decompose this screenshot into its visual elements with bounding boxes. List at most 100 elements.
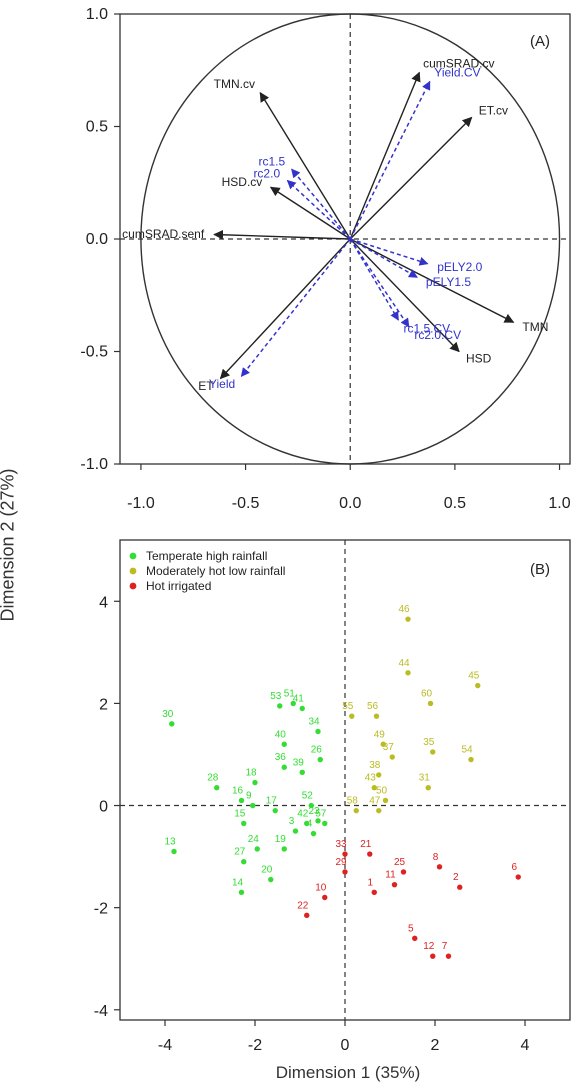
score-point <box>308 802 314 809</box>
score-point-label: 7 <box>442 941 448 952</box>
blue-loading-arrow <box>286 179 351 240</box>
score-point-label: 20 <box>261 865 273 876</box>
panel-b-y-tick-label: 2 <box>99 696 108 713</box>
score-point-label: 12 <box>423 941 435 952</box>
score-point <box>425 784 431 791</box>
score-point-label: 26 <box>311 745 323 756</box>
score-point <box>299 769 305 776</box>
score-point <box>281 846 287 852</box>
score-point-label: 58 <box>347 796 359 807</box>
loading-label: pELY2.0 <box>437 260 482 274</box>
score-point <box>277 703 283 709</box>
score-point-label: 53 <box>270 691 282 702</box>
loading-label: rc1.5 <box>259 155 286 169</box>
loading-label: rc2.0 <box>253 167 280 181</box>
panel-b-x-tick-label: 4 <box>521 1037 530 1054</box>
score-point-label: 43 <box>365 773 377 784</box>
score-point-label: 34 <box>308 716 320 727</box>
loading-label: cumSRAD.cv <box>423 56 494 70</box>
score-point-label: 18 <box>245 768 257 779</box>
score-point <box>281 764 287 770</box>
blue-loading-arrow <box>349 238 410 328</box>
score-point <box>250 802 256 809</box>
panel-b-y-tick-label: 4 <box>99 594 108 611</box>
loading-label: rc1.5.CV <box>403 322 450 336</box>
loading-label: ET <box>198 379 214 393</box>
score-point <box>371 784 377 791</box>
panel-a-x-tick-label: 0.0 <box>339 495 361 512</box>
legend-marker <box>129 567 137 575</box>
score-point <box>241 859 247 865</box>
score-point <box>353 807 359 814</box>
score-point-label: 8 <box>433 852 439 863</box>
score-point-label: 37 <box>383 742 395 753</box>
score-point <box>515 874 521 880</box>
loading-label: cumSRAD.senf <box>122 227 205 241</box>
x-axis-title: Dimension 1 (35%) <box>275 1063 421 1082</box>
panel-a-y-tick-label: -0.5 <box>80 344 108 361</box>
score-point-label: 55 <box>342 701 354 712</box>
score-point <box>389 754 395 760</box>
score-point <box>304 820 310 827</box>
score-point-label: 57 <box>315 808 327 819</box>
score-point <box>430 749 436 755</box>
score-point <box>342 869 348 875</box>
score-point <box>457 884 463 890</box>
score-point <box>400 869 407 875</box>
blue-loading-arrow <box>240 238 351 377</box>
score-point-label: 49 <box>374 729 386 740</box>
score-point <box>468 756 474 763</box>
score-point-label: 42 <box>297 808 309 819</box>
score-point-label: 24 <box>248 834 260 845</box>
score-point-label: 16 <box>232 785 244 796</box>
panel-b-x-tick-label: 0 <box>341 1037 350 1054</box>
panel-b-zero-lines <box>120 540 570 1020</box>
panel-a-y-tick-label: -1.0 <box>80 456 108 473</box>
black-loading-arrow <box>213 229 351 240</box>
score-point-label: 45 <box>468 671 480 682</box>
score-point-label: 51 <box>284 688 296 699</box>
score-point-label: 3 <box>289 816 295 827</box>
score-point <box>214 784 220 791</box>
blue-loading-arrow <box>349 238 400 321</box>
panel-a-y-tick-label: 1.0 <box>86 6 108 23</box>
score-point <box>376 772 382 778</box>
score-point-label: 25 <box>394 857 406 868</box>
score-point <box>252 779 258 786</box>
score-point-label: 39 <box>293 757 305 768</box>
score-point <box>169 721 175 727</box>
score-point <box>436 864 443 870</box>
score-point <box>290 700 296 707</box>
score-point <box>367 851 373 857</box>
score-point <box>322 820 328 827</box>
score-point <box>254 846 260 852</box>
panel-a-x-tick-label: 0.5 <box>444 495 466 512</box>
score-point-label: 27 <box>234 847 246 858</box>
score-point-label: 1 <box>367 877 373 888</box>
legend-entry: Hot irrigated <box>146 579 211 593</box>
score-point <box>391 881 398 888</box>
loading-label: TMN <box>522 320 548 334</box>
score-point <box>380 741 386 747</box>
panel-a-x-tick-label: -1.0 <box>127 495 155 512</box>
panel-a-x-tick-label: -0.5 <box>232 495 260 512</box>
black-loading-arrow <box>349 238 460 353</box>
panel-a-loading-arrows: TMN.cv cumSRAD.cv ET.cv HSD.cv cumSRAD.senf T… <box>122 56 548 393</box>
score-point-label: 10 <box>315 882 327 893</box>
score-point-label: 29 <box>335 857 347 868</box>
panel-b-y-tick-label: 0 <box>99 799 108 816</box>
score-point-label: 33 <box>335 839 347 850</box>
score-point-label: 14 <box>232 877 244 888</box>
score-point <box>317 756 323 763</box>
score-point <box>405 616 411 622</box>
score-point <box>371 889 377 896</box>
score-point <box>304 912 310 919</box>
score-point <box>272 807 278 814</box>
panel-a-y-tick-label: 0.5 <box>86 119 108 136</box>
score-point <box>241 820 247 827</box>
black-loading-arrow <box>219 238 351 380</box>
